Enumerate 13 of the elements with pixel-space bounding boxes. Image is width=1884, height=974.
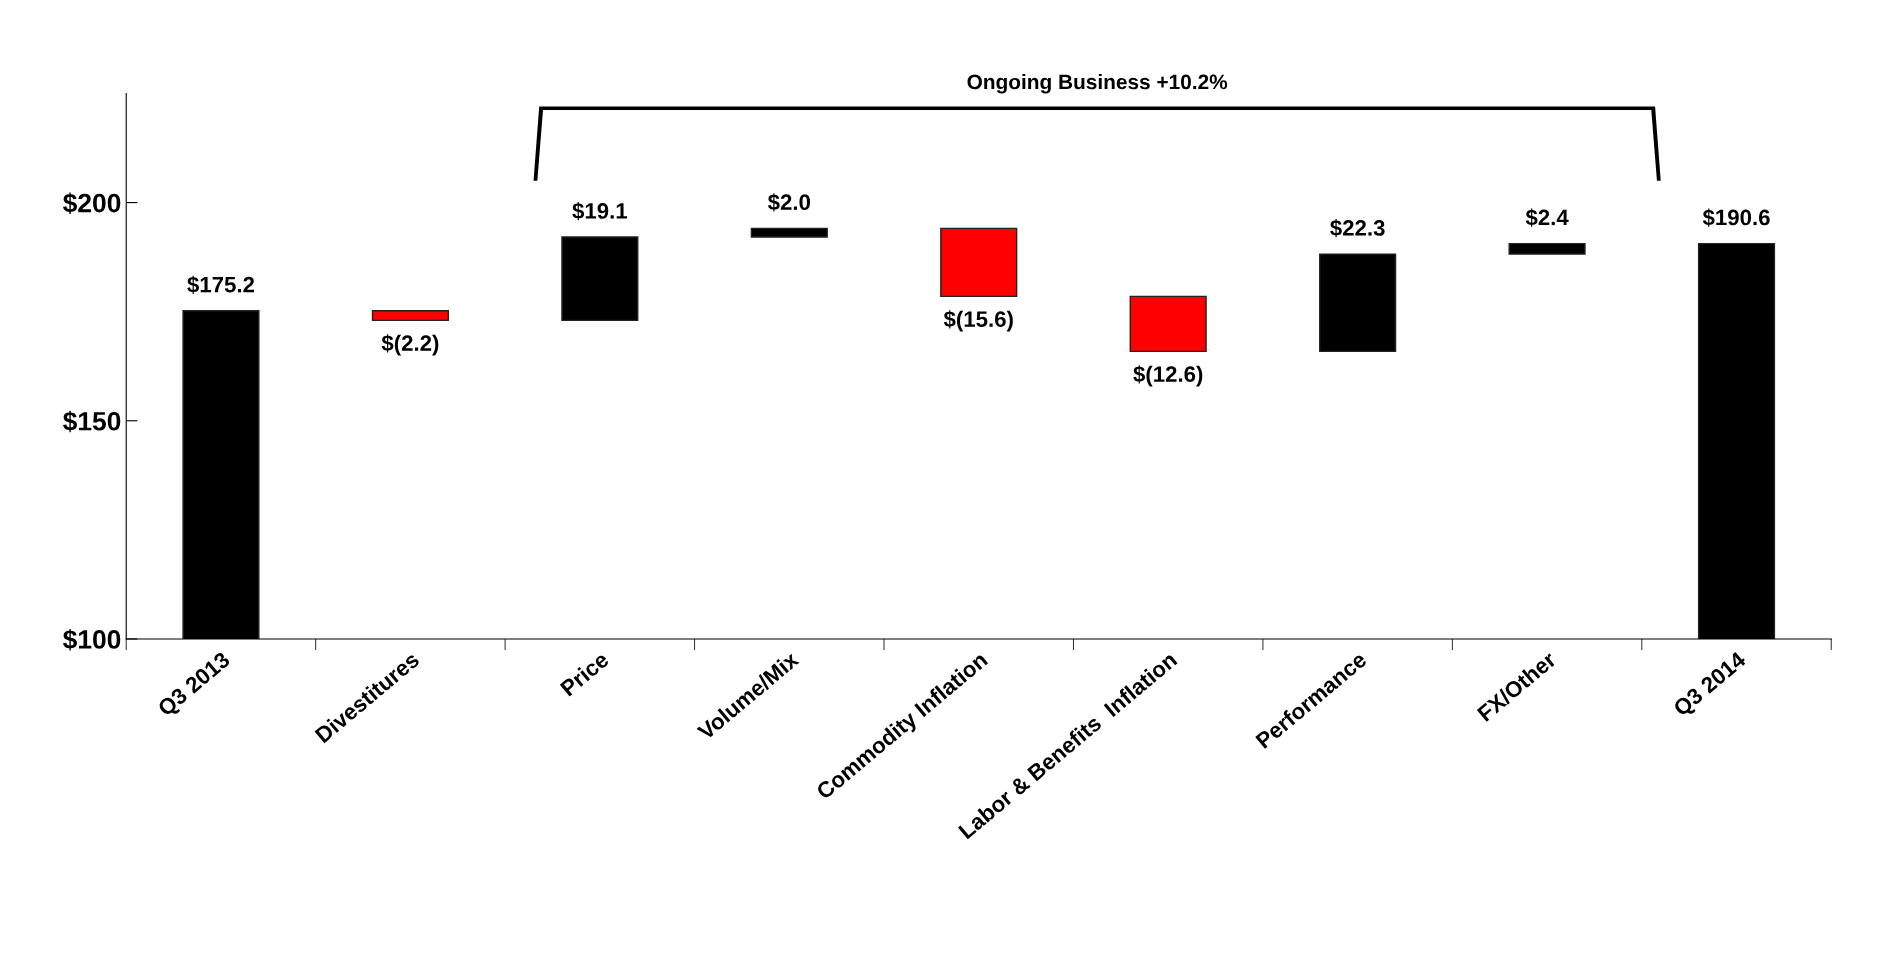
data-label: $175.2 — [187, 275, 255, 294]
data-label: $(12.6) — [1133, 365, 1203, 387]
data-label: $22.3 — [1330, 219, 1385, 238]
data-label: $19.1 — [572, 202, 628, 221]
data-label: $(2.2) — [381, 334, 439, 356]
text: Ongoing Business +10.2% — [967, 73, 1228, 94]
data-label: $(15.6) — [943, 310, 1013, 332]
y-tick-label: $150 — [63, 410, 121, 433]
y-tick-label: $200 — [63, 192, 121, 215]
y-tick-label: $100 — [63, 628, 121, 651]
data-label: $2.4 — [1525, 208, 1569, 227]
data-label: $2.0 — [767, 193, 811, 212]
data-label: $190.6 — [1702, 208, 1770, 227]
